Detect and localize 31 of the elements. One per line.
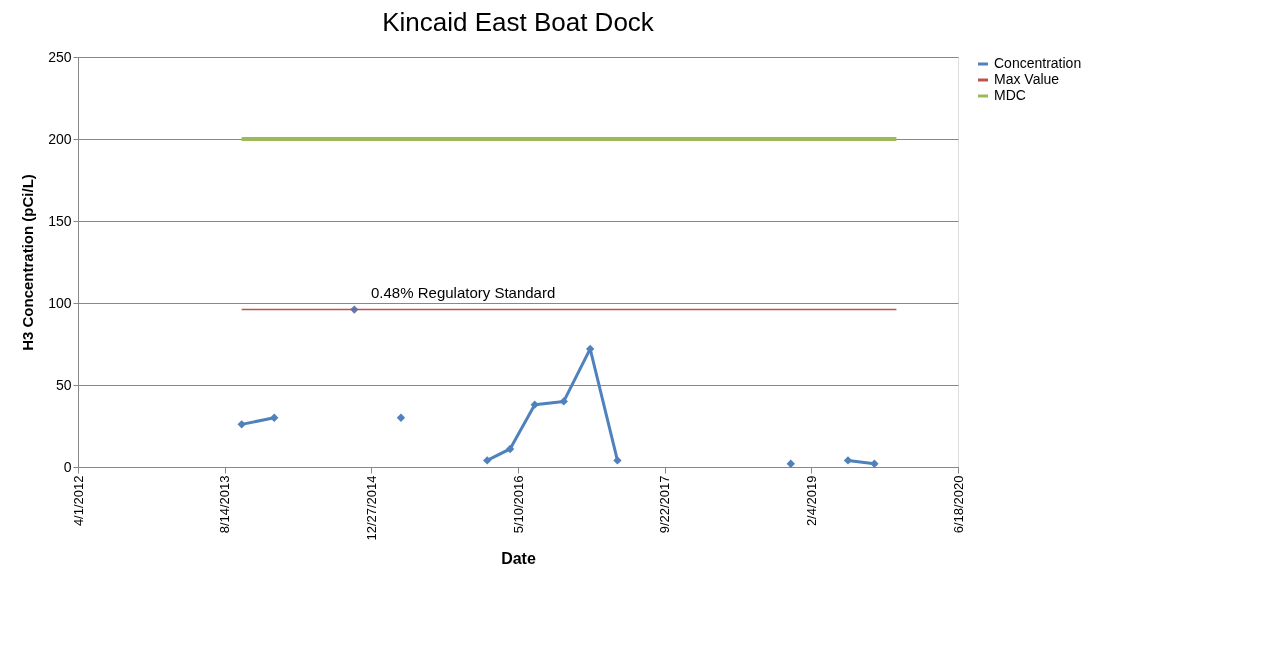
point [237, 420, 246, 429]
x-tick-label: 9/22/2017 [657, 475, 673, 534]
point [559, 397, 568, 406]
x-tick-label: 2/4/2019 [803, 475, 819, 527]
y-tick-label: 250 [48, 48, 72, 65]
x-tick-label: 8/14/2013 [217, 475, 233, 534]
point [786, 459, 795, 468]
y-tick-label: 0 [63, 458, 72, 475]
point [483, 456, 492, 465]
annotation: 0.48% Regulatory Standard [371, 283, 556, 301]
x-tick-label: 5/10/2016 [510, 475, 526, 534]
point [270, 413, 279, 422]
y-tick-label: 150 [48, 212, 72, 229]
x-tick-label: 4/1/2012 [70, 475, 86, 527]
y-tick-label: 50 [55, 376, 72, 393]
point [530, 400, 539, 409]
y-tick-label: 200 [48, 130, 72, 147]
chart-title: Kincaid East Boat Dock [382, 7, 655, 37]
point [843, 456, 853, 465]
y-axis-title: H3 Concentration (pCi/L) [19, 174, 37, 351]
legend-label: MDC [994, 87, 1026, 103]
x-tick-label: 12/27/2014 [363, 475, 379, 541]
point [870, 459, 879, 468]
legend-label: Max Value [994, 71, 1060, 87]
point [505, 444, 515, 454]
legend-label: Concentration [994, 55, 1082, 71]
point [396, 413, 406, 422]
x-axis-title: Date [501, 549, 536, 567]
x-tick-label: 6/18/2020 [950, 475, 966, 534]
y-tick-label: 100 [48, 294, 72, 311]
point [613, 456, 622, 465]
